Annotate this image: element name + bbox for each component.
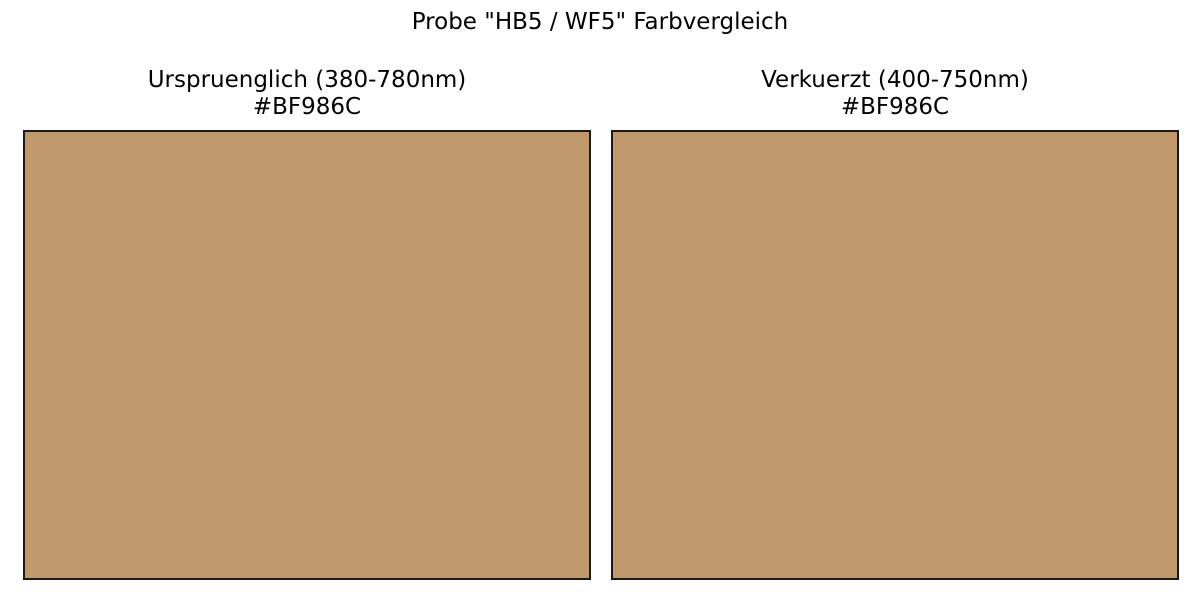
color-swatch-original xyxy=(23,130,591,580)
figure-title: Probe "HB5 / WF5" Farbvergleich xyxy=(411,9,789,35)
color-swatch-truncated xyxy=(611,130,1179,580)
panel-label-truncated: Verkuerzt (400-750nm) xyxy=(761,67,1029,93)
panel-title-original: Urspruenglich (380-780nm) #BF986C xyxy=(23,67,591,121)
panel-label-original: Urspruenglich (380-780nm) xyxy=(147,67,467,93)
panel-hex-truncated: #BF986C xyxy=(840,94,950,120)
panel-title-truncated: Verkuerzt (400-750nm) #BF986C xyxy=(611,67,1179,121)
panel-hex-original: #BF986C xyxy=(252,94,362,120)
